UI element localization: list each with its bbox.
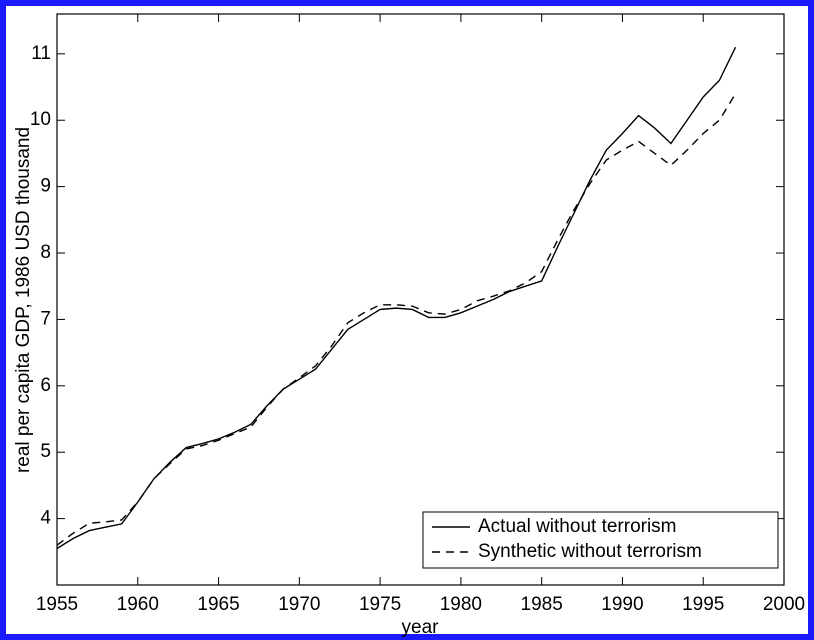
legend-label: Synthetic without terrorism — [478, 541, 702, 562]
y-tick-label: 4 — [40, 508, 51, 529]
x-axis-label: year — [402, 617, 440, 638]
series-line — [56, 93, 737, 546]
x-tick-label: 1955 — [36, 594, 78, 615]
y-tick-label: 10 — [30, 109, 51, 130]
y-tick-label: 11 — [31, 43, 51, 64]
x-tick-label: 1960 — [117, 594, 159, 615]
y-tick-label: 8 — [40, 242, 51, 263]
legend — [422, 511, 779, 569]
x-tick-label: 1980 — [440, 594, 482, 615]
y-tick-label: 5 — [40, 441, 51, 462]
x-tick-label: 1990 — [601, 594, 643, 615]
plot-area — [56, 13, 785, 586]
y-tick-label: 7 — [40, 308, 51, 329]
x-tick-label: 2000 — [763, 594, 805, 615]
x-tick-label: 1985 — [521, 594, 563, 615]
x-tick-label: 1965 — [197, 594, 239, 615]
y-tick-label: 9 — [40, 176, 51, 197]
legend-label: Actual without terrorism — [478, 516, 677, 537]
x-tick-label: 1970 — [278, 594, 320, 615]
y-tick-label: 6 — [40, 375, 51, 396]
x-tick-label: 1975 — [359, 594, 401, 615]
y-axis-label: real per capita GDP, 1986 USD thousand — [13, 127, 34, 473]
x-tick-label: 1995 — [682, 594, 724, 615]
series-line — [56, 46, 737, 550]
